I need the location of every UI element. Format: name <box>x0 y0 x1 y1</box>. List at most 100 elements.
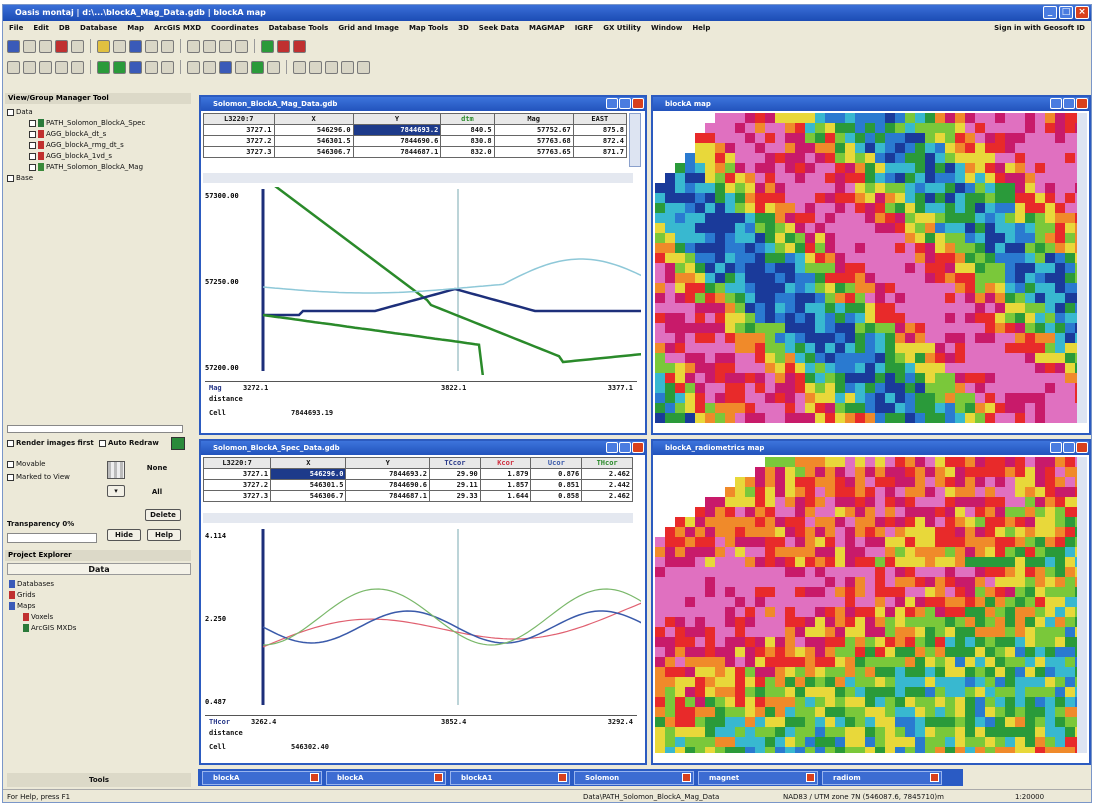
table-cell[interactable]: 1.857 <box>479 479 532 491</box>
tree-checkbox[interactable] <box>7 108 14 116</box>
project-data-header[interactable]: Data <box>7 563 191 575</box>
table-cell[interactable]: 57763.65 <box>493 146 574 158</box>
table-cell[interactable]: 871.7 <box>572 146 628 158</box>
taskbar-item[interactable]: blockA <box>202 770 322 785</box>
close-icon[interactable] <box>434 772 443 782</box>
tree-item[interactable]: AGG_blockA_dt_s <box>7 129 191 140</box>
minimize-button[interactable] <box>1050 442 1062 453</box>
column-header[interactable]: Ucor <box>530 457 583 469</box>
table-cell[interactable]: 546296.0 <box>270 468 347 480</box>
maximize-button[interactable] <box>1063 442 1075 453</box>
transparency-slider[interactable] <box>7 533 97 543</box>
taskbar-item[interactable]: blockA <box>326 770 446 785</box>
grid-icon[interactable] <box>71 39 84 53</box>
tool-icon[interactable] <box>235 39 248 53</box>
run-icon[interactable] <box>261 39 274 53</box>
table-cell[interactable]: 3727.2 <box>202 479 272 491</box>
column-header[interactable]: X <box>270 457 347 469</box>
close-button[interactable] <box>632 98 644 109</box>
stop-icon[interactable] <box>293 39 306 53</box>
table-cell[interactable]: 546301.5 <box>273 135 354 147</box>
print-icon[interactable] <box>161 60 174 74</box>
select-icon[interactable] <box>7 60 20 74</box>
signin-link[interactable]: Sign in with Geosoft ID <box>994 24 1085 32</box>
table-cell[interactable]: 7844690.6 <box>345 479 431 491</box>
table-cell[interactable]: 7844693.2 <box>352 124 442 136</box>
table-cell[interactable]: 3727.1 <box>202 468 272 480</box>
print-icon[interactable] <box>145 60 158 74</box>
layer-icon[interactable] <box>113 60 126 74</box>
project-item[interactable]: Grids <box>9 590 189 601</box>
table-cell[interactable]: 840.5 <box>440 124 495 136</box>
taskbar-item[interactable]: radiom <box>822 770 942 785</box>
tree-checkbox[interactable] <box>7 174 14 182</box>
chart-icon[interactable] <box>251 60 264 74</box>
marked-to-view-checkbox[interactable]: Marked to View <box>7 473 70 481</box>
table-cell[interactable]: 832.0 <box>440 146 495 158</box>
table-cell[interactable]: 3727.3 <box>202 490 272 502</box>
menu-item[interactable]: 3D <box>458 24 469 32</box>
menu-item[interactable]: Edit <box>33 24 49 32</box>
new-map-icon[interactable] <box>55 39 68 53</box>
draw-rect-icon[interactable] <box>309 60 322 74</box>
column-header[interactable]: THcor <box>581 457 633 469</box>
minimize-button[interactable] <box>1050 98 1062 109</box>
edit-icon[interactable] <box>357 60 370 74</box>
column-header[interactable]: Kcor <box>479 457 532 469</box>
measure-icon[interactable] <box>203 60 216 74</box>
spec-data-table[interactable]: L3220:7 X Y TCcor Kcor Ucor THcor 3727.1 546296.… <box>202 457 633 502</box>
menu-item[interactable]: Map Tools <box>408 24 449 32</box>
menu-item[interactable]: File <box>9 24 24 32</box>
menu-item[interactable]: DB <box>58 24 71 32</box>
table-cell[interactable]: 3727.2 <box>203 135 275 147</box>
minimize-button[interactable] <box>606 442 618 453</box>
table-cell[interactable]: 546306.7 <box>273 146 354 158</box>
display-image-icon[interactable] <box>145 39 158 53</box>
project-item[interactable]: ArcGIS MXDs <box>9 623 189 634</box>
table-cell[interactable]: 546296.0 <box>273 124 354 136</box>
import-icon[interactable] <box>97 39 110 53</box>
tree-item[interactable]: AGG_blockA_1vd_s <box>7 151 191 162</box>
movable-checkbox[interactable]: Movable <box>7 460 45 468</box>
table-cell[interactable]: 1.644 <box>479 490 532 502</box>
tool-icon[interactable] <box>219 39 232 53</box>
close-icon[interactable] <box>930 772 939 782</box>
layer-icon[interactable] <box>129 60 142 74</box>
table-cell[interactable]: 3727.1 <box>203 124 275 136</box>
minimize-button[interactable]: _ <box>1043 6 1057 19</box>
menu-item[interactable]: Map <box>127 24 144 32</box>
tree-item[interactable]: AGG_blockA_rmg_dt_s <box>7 140 191 151</box>
table-cell[interactable]: 57752.67 <box>493 124 574 136</box>
export-icon[interactable] <box>113 39 126 53</box>
tree-checkbox[interactable] <box>29 119 36 127</box>
vertical-scrollbar[interactable] <box>629 113 641 167</box>
tree-item[interactable]: PATH_Solomon_BlockA_Mag <box>7 162 191 173</box>
zoom-icon[interactable] <box>39 60 52 74</box>
new-database-icon[interactable] <box>39 39 52 53</box>
close-icon[interactable] <box>310 772 319 782</box>
table-cell[interactable]: 0.851 <box>530 479 583 491</box>
maximize-button[interactable]: □ <box>1059 6 1073 19</box>
table-cell[interactable]: 7844687.1 <box>345 490 431 502</box>
menu-item[interactable]: IGRF <box>574 24 594 32</box>
close-icon[interactable] <box>806 772 815 782</box>
minimize-button[interactable] <box>606 98 618 109</box>
delete-button[interactable]: Delete <box>145 509 181 521</box>
maximize-button[interactable] <box>1063 98 1075 109</box>
close-button[interactable]: × <box>1075 6 1089 19</box>
table-cell[interactable]: 872.4 <box>572 135 628 147</box>
tree-checkbox[interactable] <box>29 141 36 149</box>
save-icon[interactable] <box>23 39 36 53</box>
help-button[interactable]: Help <box>147 529 181 541</box>
record-icon[interactable] <box>277 39 290 53</box>
table-cell[interactable]: 0.858 <box>530 490 583 502</box>
project-item[interactable]: Voxels <box>9 612 189 623</box>
tool-icon[interactable] <box>203 39 216 53</box>
table-row[interactable]: 3727.2 546301.5 7844690.6 830.8 57763.68 872.… <box>203 135 628 147</box>
close-button[interactable] <box>1076 98 1088 109</box>
column-header[interactable]: Mag <box>493 113 574 125</box>
table-cell[interactable]: 7844687.1 <box>352 146 442 158</box>
table-cell[interactable]: 29.90 <box>429 468 481 480</box>
